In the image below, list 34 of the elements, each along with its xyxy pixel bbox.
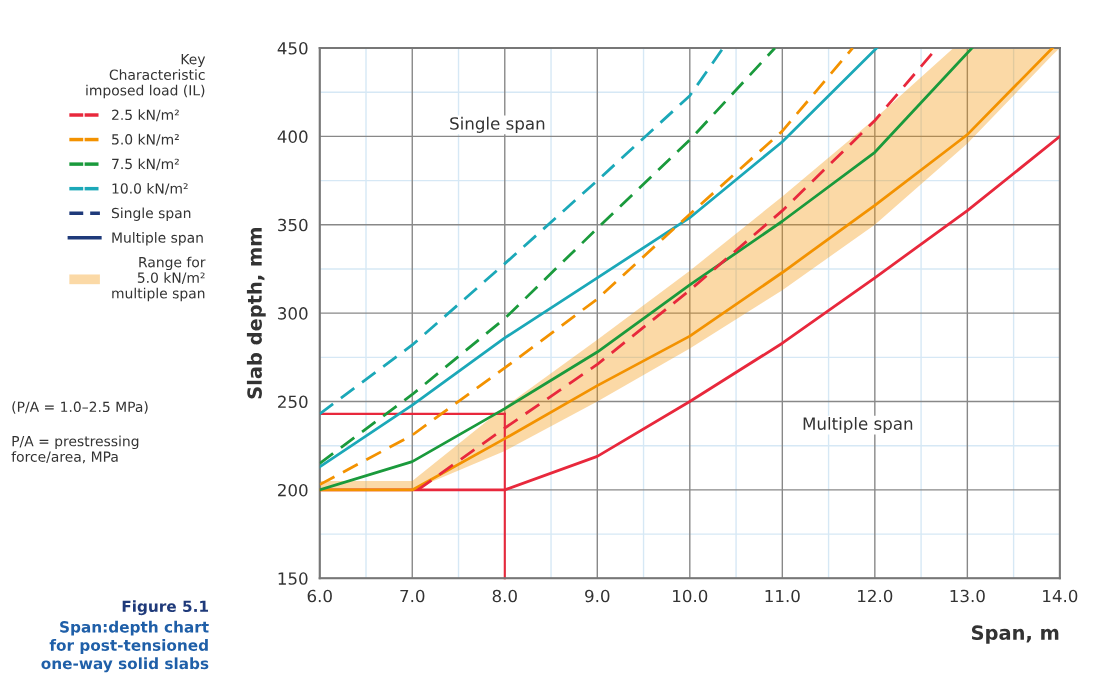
text: Figure 5.1 xyxy=(122,600,209,616)
y-tick-label: 350 xyxy=(278,218,308,232)
y-tick-label: 200 xyxy=(278,483,308,497)
annotation: Multiple span xyxy=(803,416,913,434)
y-tick-label: 400 xyxy=(277,130,308,143)
x-tick-label: 6.0 xyxy=(307,589,332,603)
line-series xyxy=(319,48,777,465)
line-series xyxy=(319,48,725,416)
legend-label: 2.5 kN/m² xyxy=(112,109,179,122)
text: (P/A = 1.0–2.5 MPa) xyxy=(12,401,148,414)
x-tick-label: 13.0 xyxy=(950,589,985,603)
x-tick-label: 14.0 xyxy=(1043,589,1078,603)
x-tick-label: 12.0 xyxy=(858,589,893,603)
text: Range for 5.0 kN/m² multiple span xyxy=(112,256,206,302)
legend-label: 10.0 kN/m² xyxy=(112,182,188,195)
y-tick-label: 300 xyxy=(278,307,308,320)
x-axis-title: Span, m xyxy=(971,625,1059,644)
legend-label: 5.0 kN/m² xyxy=(112,133,179,146)
y-tick-label: 450 xyxy=(277,41,308,55)
legend-label: 7.5 kN/m² xyxy=(112,158,179,171)
text: Multiple span xyxy=(112,232,203,246)
x-tick-label: 8.0 xyxy=(492,589,517,603)
y-tick-label: 250 xyxy=(278,395,308,409)
text: Span:depth chart for post-tensioned one-way solid slabs xyxy=(41,620,209,673)
x-tick-label: 11.0 xyxy=(765,589,800,603)
annotation: Single span xyxy=(450,116,545,133)
x-tick-label: 9.0 xyxy=(585,589,610,603)
text: P/A = prestressing force/area, MPa xyxy=(11,435,139,464)
text: Single span xyxy=(111,207,191,221)
legend-title: Key Characteristic imposed load (IL) xyxy=(86,54,206,99)
y-axis-title: Slab depth, mm xyxy=(246,228,266,399)
x-tick-label: 7.0 xyxy=(400,589,425,603)
y-tick-label: 150 xyxy=(278,572,308,585)
x-tick-label: 10.0 xyxy=(673,589,708,603)
